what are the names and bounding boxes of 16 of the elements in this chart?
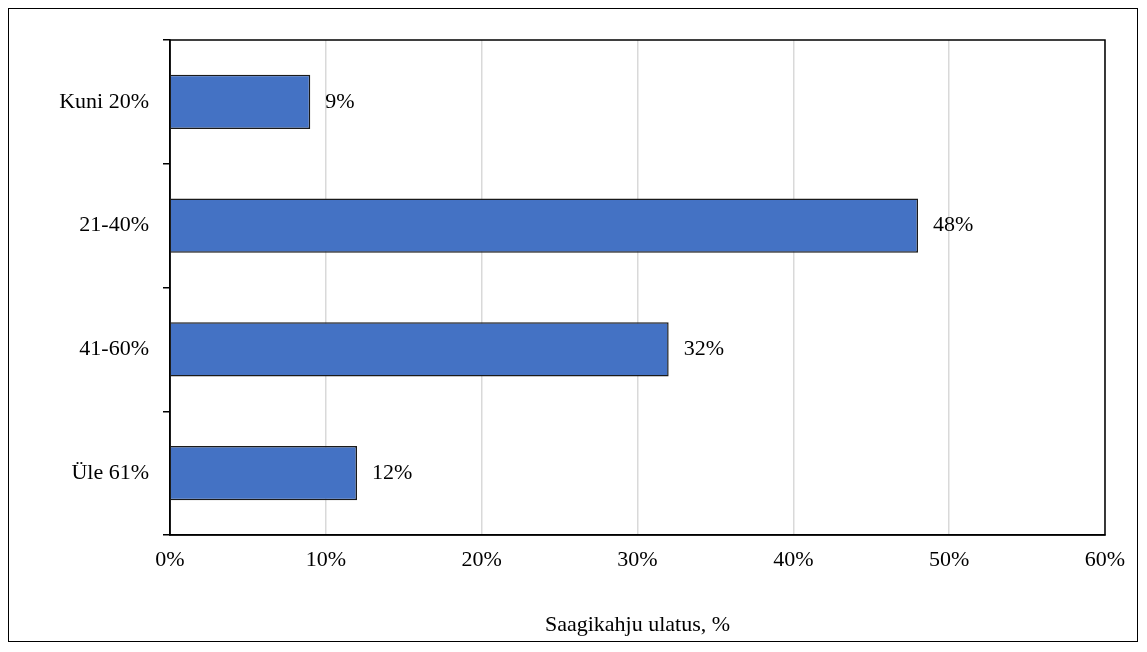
x-tick-label: 60% [1084, 545, 1126, 571]
x-tick-label: 40% [773, 545, 814, 571]
y-tick-label: 21-40% [79, 211, 149, 237]
data-label: 12% [372, 458, 413, 484]
data-label: 9% [325, 87, 355, 113]
y-tick-label: Üle 61% [71, 458, 149, 484]
x-tick-label: 10% [305, 545, 346, 571]
y-tick-label: Kuni 20% [59, 87, 149, 113]
x-tick-label: 50% [929, 545, 970, 571]
y-tick-label: 41-60% [79, 335, 149, 361]
x-tick-label: 0% [155, 545, 185, 571]
data-label: 48% [933, 211, 974, 237]
x-tick-label: 30% [617, 545, 658, 571]
x-tick-label: 20% [461, 545, 502, 571]
data-label: 32% [683, 335, 724, 361]
x-axis-title: Saagikahju ulatus, % [544, 610, 731, 636]
